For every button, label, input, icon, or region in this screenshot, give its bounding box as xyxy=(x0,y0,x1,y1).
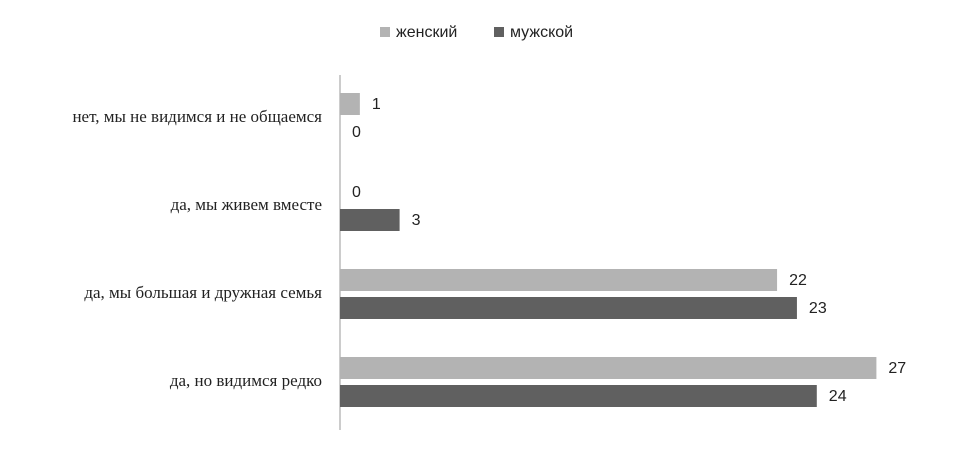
value-label: 23 xyxy=(809,300,827,317)
legend-label: женский xyxy=(396,24,457,41)
y-tick-label: да, мы живем вместе xyxy=(171,195,322,214)
value-label: 22 xyxy=(789,272,807,289)
value-label: 0 xyxy=(352,184,361,201)
y-tick-label: да, но видимся редко xyxy=(170,371,322,390)
value-label: 24 xyxy=(829,388,847,405)
bar xyxy=(340,357,877,379)
legend-swatch xyxy=(494,27,504,37)
value-label: 27 xyxy=(888,360,906,377)
bar xyxy=(340,93,360,115)
bar xyxy=(340,297,797,319)
value-label: 3 xyxy=(412,212,421,229)
value-label: 1 xyxy=(372,96,381,113)
bar xyxy=(340,269,778,291)
bar xyxy=(340,209,400,231)
y-tick-label: нет, мы не видимся и не общаемся xyxy=(72,107,322,126)
y-tick-label: да, мы большая и дружная семья xyxy=(84,283,322,302)
bar xyxy=(340,385,817,407)
value-label: 0 xyxy=(352,124,361,141)
legend-label: мужской xyxy=(510,24,573,41)
legend-swatch xyxy=(380,27,390,37)
